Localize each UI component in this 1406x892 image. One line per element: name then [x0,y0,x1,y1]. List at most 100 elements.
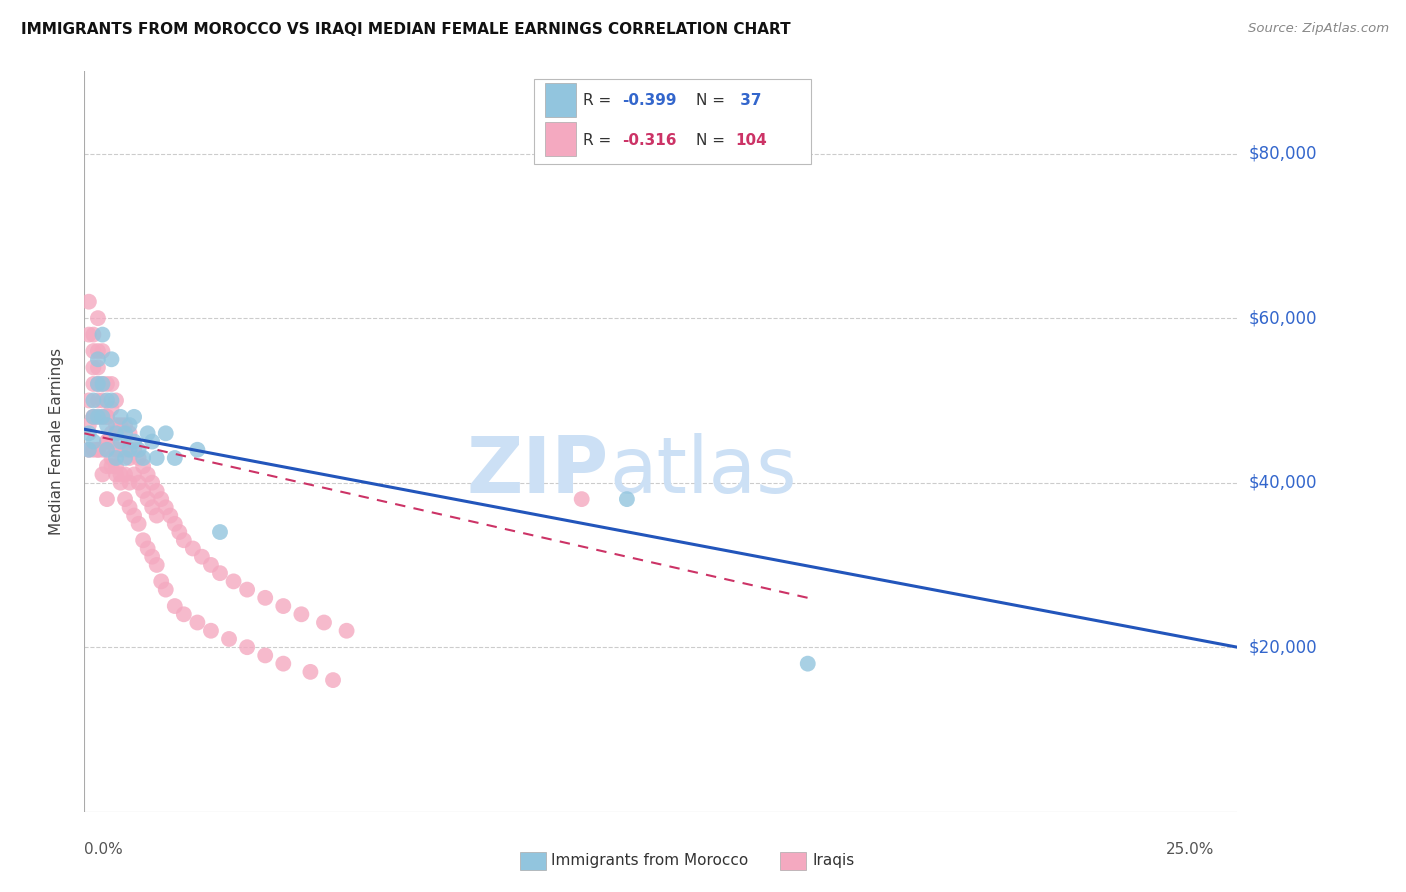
Point [91,376,114,391]
Point [87,376,110,391]
Point [145,483,167,498]
Point [77,393,100,408]
Point [155,426,177,441]
Point [128,450,150,465]
Point [87,376,110,391]
Point [254,591,277,605]
Point [114,442,136,457]
Point [571,492,593,507]
Point [114,467,136,482]
Point [87,442,110,457]
Point [100,376,122,391]
Point [96,393,118,408]
Text: 0.0%: 0.0% [84,842,124,857]
Point [141,434,163,449]
Point [82,344,104,359]
Point [105,459,128,474]
Point [87,360,110,375]
Point [122,508,145,523]
Point [136,467,159,482]
Point [186,615,208,630]
Point [77,442,100,457]
Point [114,450,136,465]
Point [82,376,104,391]
Point [122,467,145,482]
Point [91,327,114,342]
Point [87,311,110,326]
Point [96,418,118,433]
Point [128,516,150,531]
Point [77,294,100,309]
Point [105,418,128,433]
Point [132,533,155,548]
Point [200,624,222,638]
Text: -0.316: -0.316 [623,133,678,147]
Point [155,582,177,597]
Point [96,376,118,391]
Point [110,442,132,457]
Text: ZIP: ZIP [467,434,609,509]
Point [163,599,186,613]
Text: -0.399: -0.399 [623,94,678,109]
Point [128,475,150,490]
Point [114,418,136,433]
Point [141,475,163,490]
Point [118,418,141,433]
Point [96,492,118,507]
Text: $20,000: $20,000 [1249,638,1317,657]
Point [91,393,114,408]
Point [110,475,132,490]
Point [122,434,145,449]
Point [105,393,128,408]
Point [91,409,114,424]
Point [150,574,173,589]
Point [271,657,294,671]
Point [136,541,159,556]
Point [100,459,122,474]
Point [96,409,118,424]
Point [77,426,100,441]
Point [208,566,231,581]
Point [87,352,110,367]
Point [208,524,231,539]
Text: atlas: atlas [609,434,796,509]
Point [100,393,122,408]
Point [200,558,222,572]
Point [122,442,145,457]
Text: N =: N = [696,133,730,147]
Point [616,492,638,507]
Point [159,508,181,523]
Point [186,442,208,457]
Point [132,450,155,465]
Point [132,483,155,498]
Point [87,442,110,457]
Point [82,327,104,342]
Point [82,360,104,375]
Point [145,508,167,523]
Y-axis label: Median Female Earnings: Median Female Earnings [49,348,63,535]
Point [271,599,294,613]
Point [91,442,114,457]
Point [141,500,163,515]
Point [110,434,132,449]
Text: IMMIGRANTS FROM MOROCCO VS IRAQI MEDIAN FEMALE EARNINGS CORRELATION CHART: IMMIGRANTS FROM MOROCCO VS IRAQI MEDIAN … [21,22,790,37]
Point [91,376,114,391]
Point [322,673,344,687]
Point [222,574,245,589]
Point [132,459,155,474]
Point [110,409,132,424]
Text: 25.0%: 25.0% [1167,842,1215,857]
Point [105,467,128,482]
Point [797,657,820,671]
Point [91,467,114,482]
Point [82,409,104,424]
Text: R =: R = [583,94,616,109]
Point [145,450,167,465]
Point [290,607,312,622]
Point [77,442,100,457]
Point [236,640,259,655]
Text: $40,000: $40,000 [1249,474,1317,491]
Point [82,409,104,424]
Point [136,426,159,441]
Point [118,475,141,490]
